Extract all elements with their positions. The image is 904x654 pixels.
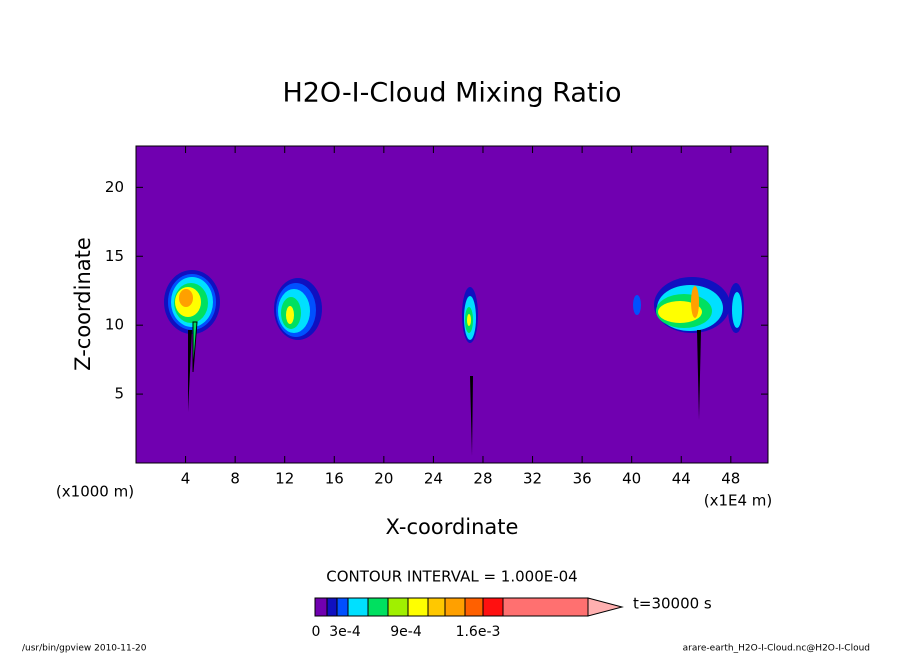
colorbar-box [387, 597, 409, 617]
y-axis-title: Z-coordinate [71, 237, 95, 371]
colorbar-box [407, 597, 429, 617]
y-tick-label: 15 [105, 247, 124, 265]
x-tick-label: 24 [424, 470, 443, 488]
colorbar-box [336, 597, 349, 617]
y-tick-label: 5 [114, 385, 124, 403]
colorbar-box [314, 597, 328, 617]
time-label: t=30000 s [633, 595, 712, 613]
colorbar-label: 3e-4 [329, 624, 361, 640]
colorbar-label: 9e-4 [390, 624, 422, 640]
colorbar-box [464, 597, 484, 617]
colorbar-box [326, 597, 338, 617]
x-tick-label: 28 [473, 470, 492, 488]
x-tick-label: 16 [325, 470, 344, 488]
colorbar-box [482, 597, 504, 617]
x-tick-label: 36 [573, 470, 592, 488]
x-tick-label: 40 [622, 470, 641, 488]
y-tick-label: 20 [105, 178, 124, 196]
chart-title: H2O-I-Cloud Mixing Ratio [282, 78, 621, 109]
colorbar-box [347, 597, 369, 617]
footer-right: arare-earth_H2O-I-Cloud.nc@H2O-I-Cloud [683, 644, 870, 654]
x-tick-label: 12 [275, 470, 294, 488]
x-tick-label: 48 [721, 470, 740, 488]
colorbar-box [367, 597, 389, 617]
x-tick-label: 20 [374, 470, 393, 488]
colorbar-label: 0 [312, 624, 321, 640]
x-scale-note: (x1E4 m) [704, 492, 773, 510]
x-axis-title: X-coordinate [386, 515, 519, 539]
contour-interval: CONTOUR INTERVAL = 1.000E-04 [326, 568, 577, 586]
colorbar-arrow [587, 597, 624, 617]
colorbar-box [502, 597, 589, 617]
colorbar-box [427, 597, 446, 617]
x-unit: (x1000 m) [56, 483, 134, 501]
x-tick-label: 4 [181, 470, 191, 488]
colorbar-label: 1.6e-3 [456, 624, 501, 640]
x-tick-label: 32 [523, 470, 542, 488]
y-tick-label: 10 [105, 316, 124, 334]
x-tick-label: 8 [230, 470, 240, 488]
x-tick-label: 44 [672, 470, 691, 488]
contour-features [164, 270, 744, 456]
footer-left: /usr/bin/gpview 2010-11-20 [22, 644, 147, 654]
colorbar-box [444, 597, 466, 617]
